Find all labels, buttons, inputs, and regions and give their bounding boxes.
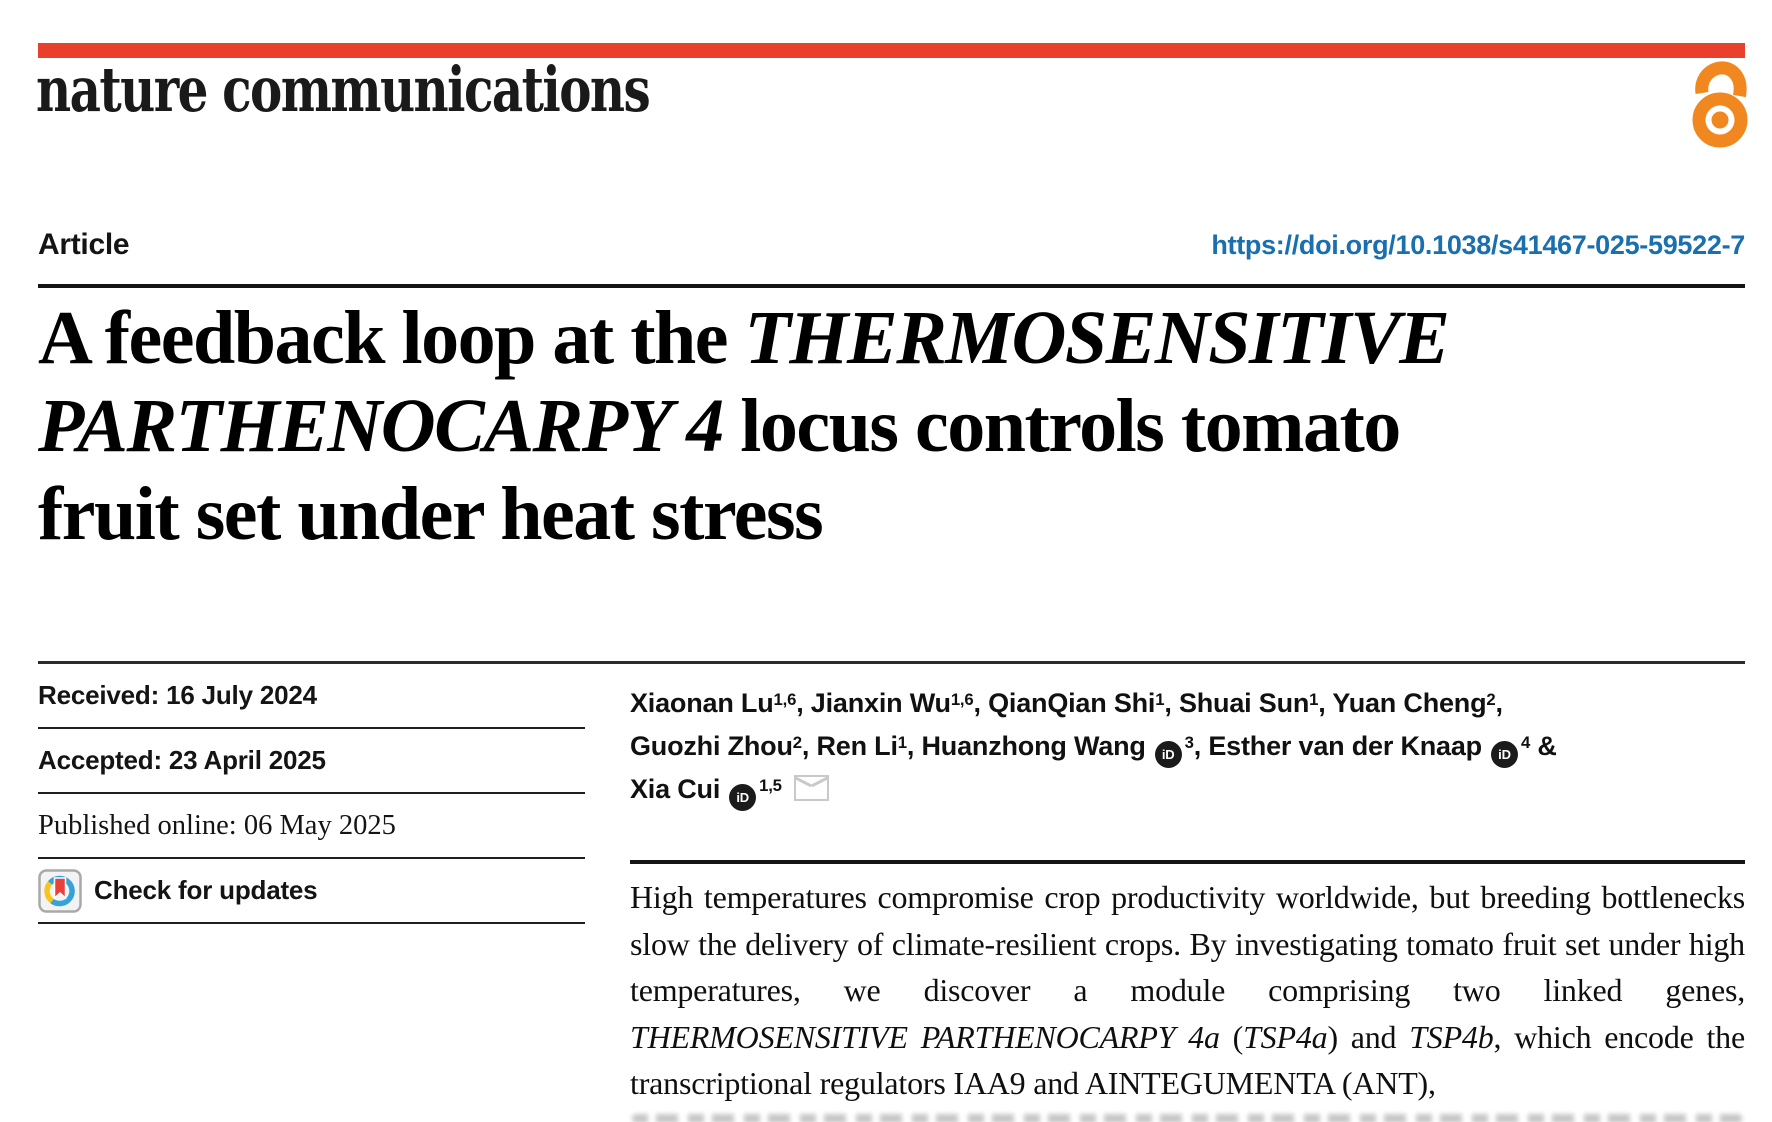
article-meta-panel: Received: 16 July 2024 Accepted: 23 April… <box>38 664 585 924</box>
check-for-updates-button[interactable]: Check for updates <box>38 859 585 924</box>
divider <box>630 860 1745 864</box>
email-envelope-icon[interactable] <box>793 775 829 801</box>
divider <box>38 661 1745 664</box>
article-header-row: Article https://doi.org/10.1038/s41467-0… <box>38 228 1745 262</box>
brand-color-bar <box>38 43 1745 58</box>
open-access-padlock-svg <box>1692 61 1748 148</box>
orcid-id-icon[interactable]: iD <box>1490 741 1518 768</box>
clipped-text-line <box>632 1114 1742 1122</box>
meta-row-received: Received: 16 July 2024 <box>38 664 585 729</box>
crossmark-icon <box>38 868 82 913</box>
orcid-id-icon[interactable]: iD <box>1154 741 1182 768</box>
author-list: Xiaonan Lu1,6, Jianxin Wu1,6, QianQian S… <box>630 682 1752 811</box>
open-access-padlock-icon[interactable] <box>1691 56 1748 149</box>
check-for-updates-label: Check for updates <box>94 875 318 905</box>
meta-date-rows: Received: 16 July 2024 Accepted: 23 April… <box>38 664 585 859</box>
journal-wordmark[interactable]: nature communications <box>36 53 651 126</box>
article-type-label: Article <box>38 228 130 261</box>
meta-row-published-online: Published online: 06 May 2025 <box>38 794 585 859</box>
article-title: A feedback loop at the THERMOSENSITIVE PA… <box>38 296 1450 556</box>
crossmark-svg <box>38 868 82 913</box>
divider <box>38 284 1745 288</box>
meta-row-accepted: Accepted: 23 April 2025 <box>38 729 585 794</box>
doi-link[interactable]: https://doi.org/10.1038/s41467-025-59522… <box>1211 230 1745 260</box>
orcid-id-icon[interactable]: iD <box>729 784 757 811</box>
abstract-text: High temperatures compromise crop produc… <box>630 879 1745 1101</box>
